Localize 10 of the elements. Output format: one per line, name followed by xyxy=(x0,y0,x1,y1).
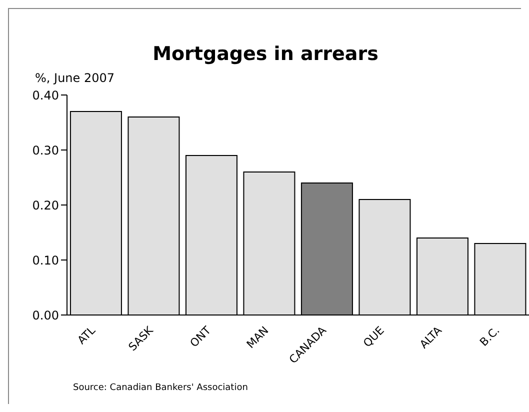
y-axis-title: %, June 2007 xyxy=(35,71,115,85)
y-tick-label: 0.10 xyxy=(32,253,59,268)
x-tick-label: B.C. xyxy=(477,324,502,349)
chart-title: Mortgages in arrears xyxy=(152,43,380,65)
y-tick-label: 0.20 xyxy=(32,198,59,212)
y-tick-label: 0.40 xyxy=(32,88,59,102)
y-tick-label: 0.00 xyxy=(32,308,59,322)
y-tick-label: 0.30 xyxy=(32,143,59,158)
source-note: Source: Canadian Bankers' Association xyxy=(73,383,248,393)
x-tick-label: ATL xyxy=(74,323,99,347)
